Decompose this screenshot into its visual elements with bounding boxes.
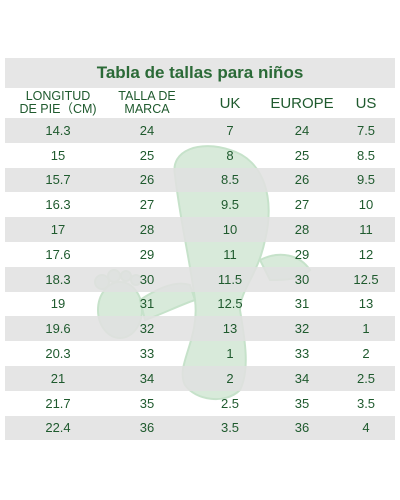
table-cell: 17.6: [45, 246, 71, 262]
table-cell: 2: [226, 370, 234, 386]
table-row: 17.6 29 11 29 12: [5, 242, 395, 267]
table-cell: 12.5: [217, 296, 243, 312]
table-row: 20.3 33 1 33 2: [5, 341, 395, 366]
table-cell: 13: [358, 296, 374, 312]
table-cell: 15: [50, 147, 66, 163]
table-cell: 2.5: [220, 395, 240, 411]
header-line: LONGITUD: [25, 89, 91, 103]
table-cell: 28: [139, 222, 155, 238]
table-row: 15.7 26 8.5 26 9.5: [5, 167, 395, 193]
table-cell: 1: [226, 346, 234, 362]
table-cell: 31: [294, 296, 310, 312]
table-cell: 35: [139, 395, 155, 411]
header-line: MARCA: [124, 102, 170, 116]
table-row: 15 25 8 25 8.5: [5, 143, 395, 168]
table-cell: 17: [50, 222, 66, 238]
header-line: US: [355, 94, 377, 112]
table-title: Tabla de tallas para niños: [5, 58, 395, 88]
table-cell: 36: [294, 420, 310, 436]
table-cell: 2: [362, 346, 370, 362]
table-cell: 21.7: [45, 395, 71, 411]
table-row: 21 34 2 34 2.5: [5, 366, 395, 391]
table-cell: 33: [139, 346, 155, 362]
table-cell: 29: [139, 246, 155, 262]
table-cell: 27: [139, 197, 155, 213]
table-cell: 21: [50, 370, 66, 386]
header-cell: UK: [219, 94, 241, 112]
table-cell: 22.4: [45, 420, 71, 436]
table-cell: 32: [139, 321, 155, 337]
table-cell: 7.5: [356, 122, 376, 138]
table-cell: 8: [226, 147, 234, 163]
table-cell: 24: [139, 122, 155, 138]
header-line: EUROPE: [270, 94, 334, 112]
table-cell: 11: [223, 246, 237, 262]
table-cell: 8.5: [356, 147, 376, 163]
table-cell: 9.5: [220, 197, 240, 213]
table-cell: 10: [358, 197, 374, 213]
table-cell: 26: [294, 172, 310, 188]
table-cell: 12.5: [353, 271, 379, 287]
table-cell: 9.5: [356, 172, 376, 188]
table-cell: 12: [358, 246, 374, 262]
table-cell: 29: [294, 246, 310, 262]
table-cell: 10: [222, 222, 238, 238]
table-row: 16.3 27 9.5 27 10: [5, 192, 395, 217]
table-cell: 32: [294, 321, 310, 337]
table-row: 21.7 35 2.5 35 3.5: [5, 391, 395, 416]
header-cell: LONGITUD DE PIE（CM): [19, 90, 96, 116]
table-cell: 31: [139, 296, 155, 312]
header-cell: EUROPE: [270, 94, 334, 112]
table-cell: 3.5: [220, 420, 240, 436]
table-cell: 34: [139, 370, 155, 386]
table-row: 19 31 12.5 31 13: [5, 292, 395, 317]
table-row: 17 28 10 28 11: [5, 217, 395, 242]
table-cell: 14.3: [45, 122, 71, 138]
header-cell: US: [355, 94, 377, 112]
table-cell: 19.6: [45, 321, 71, 337]
table-cell: 3.5: [356, 395, 376, 411]
table-cell: 11: [359, 222, 373, 238]
table-cell: 34: [294, 370, 310, 386]
table-cell: 16.3: [45, 197, 71, 213]
header-cell: TALLA DE MARCA: [118, 90, 175, 116]
table-cell: 25: [294, 147, 310, 163]
table-cell: 1: [362, 321, 370, 337]
table-cell: 11.5: [217, 271, 243, 287]
table-row: 18.3 30 11.5 30 12.5: [5, 266, 395, 292]
table-cell: 15.7: [45, 172, 71, 188]
table-cell: 30: [139, 271, 155, 287]
header-line: TALLA DE: [118, 89, 176, 103]
header-row: LONGITUD DE PIE（CM) TALLA DE MARCA UK EUROPE U…: [5, 88, 395, 118]
table-cell: 2.5: [356, 370, 376, 386]
header-line: UK: [219, 94, 241, 112]
table-cell: 25: [139, 147, 155, 163]
table-cell: 36: [139, 420, 155, 436]
table-cell: 7: [226, 122, 234, 138]
table-cell: 19: [50, 296, 66, 312]
table-cell: 18.3: [45, 271, 71, 287]
table-cell: 33: [294, 346, 310, 362]
header-line: DE PIE（CM): [19, 102, 97, 116]
table-cell: 30: [294, 271, 310, 287]
table-cell: 27: [294, 197, 310, 213]
table-cell: 13: [222, 321, 238, 337]
table-row: 22.4 36 3.5 36 4: [5, 415, 395, 441]
table-cell: 26: [139, 172, 155, 188]
table-cell: 20.3: [45, 346, 71, 362]
table-cell: 28: [294, 222, 310, 238]
table-cell: 24: [294, 122, 310, 138]
table-row: 19.6 32 13 32 1: [5, 316, 395, 342]
table-cell: 35: [294, 395, 310, 411]
table-row: 14.3 24 7 24 7.5: [5, 118, 395, 143]
table-cell: 4: [362, 420, 370, 436]
table-cell: 8.5: [220, 172, 240, 188]
